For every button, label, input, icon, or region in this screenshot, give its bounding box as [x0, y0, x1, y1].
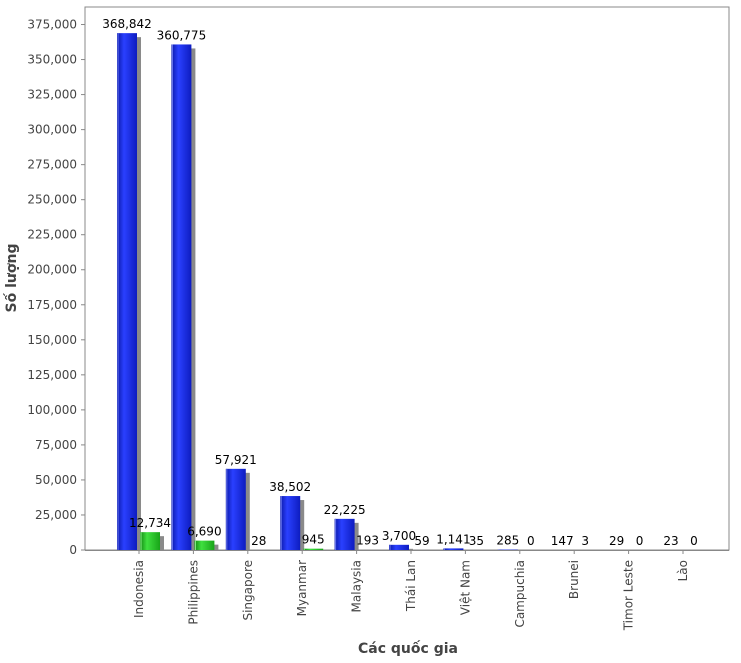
data-label-series-1: 38,502 [269, 480, 311, 494]
x-tick-label: Thái Lan [404, 560, 418, 612]
data-label-series-2: 12,734 [129, 516, 171, 530]
x-tick-label: Indonesia [132, 560, 146, 618]
data-label-series-2: 0 [527, 534, 535, 548]
data-label-series-2: 28 [251, 534, 266, 548]
x-tick-label: Việt Nam [458, 560, 472, 615]
data-label-series-1: 3,700 [382, 529, 416, 543]
bar-series-1 [389, 544, 409, 550]
y-tick-label: 350,000 [27, 53, 77, 67]
data-label-series-2: 193 [356, 534, 379, 548]
bar-series-2 [194, 540, 215, 550]
y-tick-label: 25,000 [35, 508, 77, 522]
bar-series-1 [443, 548, 464, 550]
y-tick-label: 100,000 [27, 403, 77, 417]
data-label-series-1: 29 [609, 534, 624, 548]
y-tick-label: 125,000 [27, 368, 77, 382]
x-tick-label: Malaysia [350, 560, 364, 612]
y-tick-label: 150,000 [27, 333, 77, 347]
x-tick-label: Philippines [186, 560, 200, 625]
x-tick-label: Lào [676, 560, 690, 581]
bar-series-1 [334, 518, 355, 550]
y-axis-title: Số lượng [3, 244, 20, 313]
x-tick-label: Myanmar [295, 560, 309, 616]
bar-series-2 [140, 532, 160, 550]
bar-series-1 [225, 468, 246, 550]
data-label-series-1: 1,141 [436, 532, 470, 546]
y-tick-label: 325,000 [27, 88, 77, 102]
y-tick-label: 225,000 [27, 228, 77, 242]
data-label-series-2: 35 [469, 534, 484, 548]
y-tick-label: 300,000 [27, 123, 77, 137]
x-axis-title: Các quốc gia [358, 640, 458, 657]
data-label-series-1: 147 [551, 534, 574, 548]
bar-series-1 [171, 44, 192, 550]
data-label-series-1: 285 [496, 534, 519, 548]
y-tick-label: 375,000 [27, 18, 77, 32]
data-label-series-2: 945 [302, 533, 325, 547]
data-label-series-1: 360,775 [157, 28, 207, 42]
data-label-series-1: 22,225 [324, 503, 366, 517]
bar-series-1 [117, 33, 137, 551]
data-label-series-2: 3 [581, 534, 589, 548]
y-tick-label: 250,000 [27, 193, 77, 207]
data-label-series-2: 6,690 [187, 525, 221, 539]
data-label-series-2: 0 [690, 534, 698, 548]
x-tick-label: Brunei [567, 560, 581, 599]
data-label-series-2: 0 [636, 534, 644, 548]
y-tick-label: 0 [69, 543, 77, 557]
data-label-series-1: 23 [663, 534, 678, 548]
y-tick-label: 75,000 [35, 438, 77, 452]
y-tick-label: 175,000 [27, 298, 77, 312]
y-tick-label: 50,000 [35, 473, 77, 487]
data-label-series-1: 57,921 [215, 453, 257, 467]
data-label-series-1: 368,842 [102, 17, 152, 31]
y-tick-label: 275,000 [27, 158, 77, 172]
x-tick-label: Singapore [241, 560, 255, 621]
x-tick-label: Timor Leste [622, 560, 636, 631]
bar-series-1 [280, 496, 301, 550]
bar-series-2 [303, 548, 324, 550]
x-tick-label: Campuchia [513, 560, 527, 628]
data-label-series-2: 59 [414, 534, 429, 548]
y-tick-label: 200,000 [27, 263, 77, 277]
